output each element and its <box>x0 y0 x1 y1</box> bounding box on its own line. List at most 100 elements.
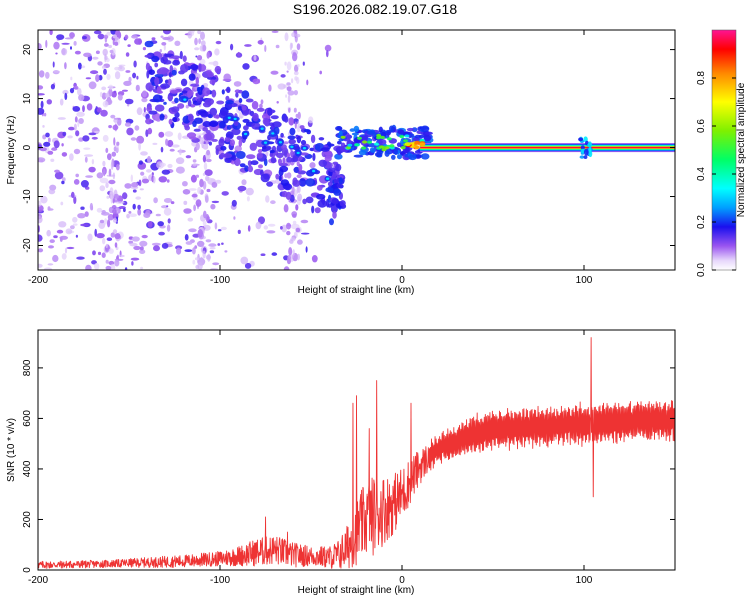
spectrogram-blob <box>83 147 91 150</box>
spectrogram-blob <box>43 141 51 147</box>
spectrogram-blob <box>84 154 94 157</box>
spectrogram-blob <box>163 198 173 203</box>
spectrogram-blob <box>59 235 68 240</box>
spectrogram-blob <box>293 71 299 76</box>
spectrogram-blob <box>272 121 282 128</box>
spectrogram-blob <box>299 125 305 130</box>
spectrogram-blob <box>61 152 68 157</box>
spectrogram-blob <box>122 192 128 200</box>
spectrogram-blob <box>408 154 417 161</box>
spectrogram-blob <box>237 106 243 111</box>
spectrogram-blob <box>583 148 589 156</box>
spectrogram-blob <box>243 125 249 131</box>
spectrogram-blob <box>76 256 85 260</box>
spectrogram-blob <box>329 218 334 226</box>
spectrogram-blob <box>49 30 53 36</box>
spectrogram-blob <box>142 47 146 51</box>
spectrogram-blob <box>179 50 183 60</box>
spectrogram-blob <box>113 146 117 152</box>
spectrogram-blob <box>73 85 79 90</box>
spectrogram-blob <box>69 88 75 94</box>
spectrogram-blob <box>384 146 390 150</box>
spectrogram-blob <box>308 116 314 124</box>
spectrogram-blob <box>292 52 298 62</box>
spectrogram-blob <box>61 253 67 260</box>
spectrogram-blob <box>74 116 78 123</box>
spectrogram-blob <box>250 160 259 166</box>
spectrogram-blob <box>73 123 77 131</box>
spectrogram-blob <box>262 117 269 126</box>
spectrogram-blob <box>199 58 206 65</box>
spectrogram-blob <box>256 152 263 159</box>
spectrogram-blob <box>202 44 207 52</box>
spectrogram-blob <box>147 127 153 135</box>
spectrogram-blob <box>148 69 155 75</box>
spectrogram-blob <box>141 234 148 239</box>
snr-data <box>38 337 675 569</box>
spectrogram-blob <box>53 235 58 239</box>
spectrogram-blob <box>106 73 111 80</box>
spectrogram-blob <box>353 154 364 158</box>
spectrogram-blob <box>194 133 204 136</box>
spectrogram-blob <box>99 219 105 224</box>
spectrogram-blob <box>70 225 75 230</box>
spectrogram-blob <box>112 124 119 131</box>
spectrogram-blob <box>324 155 332 162</box>
spectrogram-blob <box>177 103 185 109</box>
spectrogram-blob <box>139 249 146 254</box>
spectrogram-blob <box>287 90 295 96</box>
spectrogram-blob <box>73 148 81 155</box>
spectrogram-blob <box>159 113 165 121</box>
spectrogram-blob <box>211 200 220 204</box>
spectrogram-blob <box>287 94 291 103</box>
spectrogram-blob <box>263 225 268 230</box>
spectrogram-blob <box>190 104 196 108</box>
spectrogram-blob <box>202 121 212 128</box>
spectrogram-blob <box>76 111 85 117</box>
spectrogram-blob <box>49 239 55 244</box>
spectrogram-blob <box>236 135 242 140</box>
colorbar-frame <box>711 29 737 271</box>
spectrogram-blobs <box>38 30 675 270</box>
spectrogram-blob <box>53 140 60 149</box>
spectrogram-blob <box>175 166 185 174</box>
spectrogram-blob <box>165 138 169 146</box>
spectrogram-blob <box>241 105 247 111</box>
spectrogram-blob <box>217 243 221 246</box>
spectrogram-blob <box>75 234 78 238</box>
y-tick-label: 0 <box>22 567 33 573</box>
spectrogram-blob <box>237 229 241 234</box>
spectrogram-blob <box>161 42 167 46</box>
spectrogram-blob <box>224 250 228 253</box>
spectrogram-blob <box>170 55 181 59</box>
spectrogram-blob <box>78 118 84 124</box>
spectrogram-blob <box>326 177 330 180</box>
spectrogram-blob <box>114 66 120 71</box>
spectrogram-blob <box>84 156 88 163</box>
spectrogram-blob <box>292 213 297 218</box>
spectrogram-blob <box>257 40 264 45</box>
spectrogram-blob <box>199 178 204 188</box>
spectrogram-blob <box>295 227 301 233</box>
spectrogram-blob <box>286 82 291 86</box>
spectrogram-blob <box>132 189 137 193</box>
spectrogram-y-label: Frequency (Hz) <box>6 116 17 185</box>
spectrogram-blob <box>161 242 169 249</box>
spectrogram-blob <box>195 76 199 86</box>
spectrogram-blob <box>123 207 126 213</box>
spectrogram-blob <box>166 224 171 232</box>
spectrogram-blob <box>207 71 214 78</box>
spectrogram-blob <box>290 258 294 262</box>
spectrogram-blob <box>187 99 192 107</box>
spectrogram-blob <box>112 217 118 223</box>
spectrogram-blob <box>286 156 293 163</box>
spectrogram-blob <box>129 242 138 247</box>
spectrogram-blob <box>98 74 103 81</box>
spectrogram-blob <box>225 100 234 105</box>
spectrogram-blob <box>110 232 116 238</box>
spectrogram-blob <box>53 70 60 73</box>
spectrogram-blob <box>56 34 65 40</box>
colorbar-label: Normalized spectral amplitude <box>736 82 747 217</box>
spectrogram-blob <box>287 135 296 140</box>
colorbar: 0.0 0.2 0.4 0.6 0.8 Normalized spectral ampl… <box>696 29 747 277</box>
